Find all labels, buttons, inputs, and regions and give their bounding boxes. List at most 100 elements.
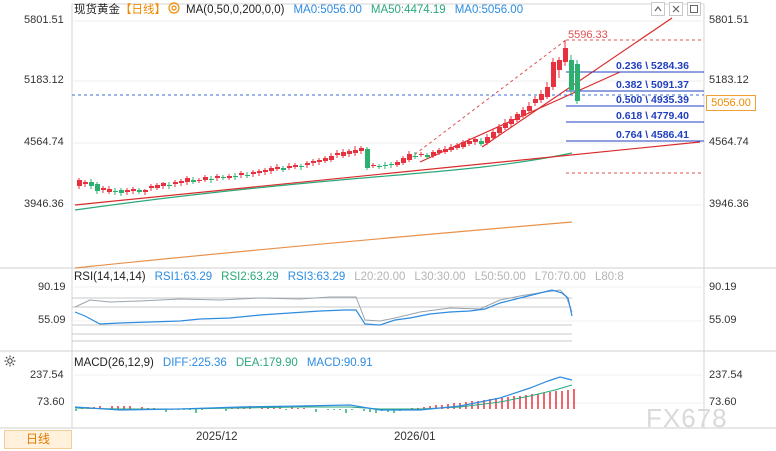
- ma-indicator-label: MA(0,50,0,200,0,0): [186, 4, 285, 16]
- macd-axis-label: 237.54: [30, 369, 64, 381]
- price-axis-label: 4564.74: [709, 136, 749, 148]
- candle-body: [359, 148, 364, 151]
- rsi-level-label: L80:8: [594, 271, 624, 283]
- price-axis-label: 5183.12: [709, 74, 749, 86]
- candle-body: [155, 185, 160, 188]
- candle-body: [461, 142, 466, 147]
- macd-axis-label: 73.60: [37, 396, 65, 408]
- candle-body: [137, 190, 142, 192]
- trend-line-lower: [74, 141, 701, 206]
- price-axis-label: 5801.51: [24, 14, 64, 26]
- ma50-line: [74, 152, 573, 211]
- price-axis-label: 3946.36: [24, 198, 64, 210]
- candle-body: [83, 182, 88, 184]
- ma200-line: [74, 221, 573, 269]
- rsi-level-label: L20:20.00: [354, 271, 406, 283]
- candle-body: [545, 87, 550, 97]
- main-panel-header: 现货黄金 【日线】 MA(0,50,0,200,0,0) MA0:5056.00…: [74, 1, 532, 19]
- candle-body: [509, 119, 514, 124]
- candle-body: [269, 168, 274, 171]
- gear-icon[interactable]: [168, 1, 180, 19]
- price-axis-label: 4564.74: [24, 136, 64, 148]
- candle-body: [191, 180, 196, 182]
- candle-body: [329, 156, 334, 160]
- candle-body: [239, 173, 244, 175]
- candle-body: [407, 154, 412, 160]
- candle-body: [143, 190, 148, 192]
- window-controls: [651, 2, 701, 16]
- candle-body: [485, 137, 490, 143]
- candle-body: [251, 172, 256, 174]
- candle-body: [449, 147, 454, 150]
- macd-hist-value: MACD:90.91: [306, 357, 373, 369]
- price-axis-label: 5801.51: [709, 14, 749, 26]
- candle-body: [551, 62, 556, 87]
- candle-body: [209, 179, 214, 180]
- period-button[interactable]: 日线: [4, 430, 72, 449]
- candle-body: [515, 114, 520, 120]
- candle-body: [185, 178, 190, 182]
- fib-level-label: 0.500 \ 4935.39: [616, 94, 689, 106]
- candle-body: [533, 99, 538, 103]
- candle-body: [575, 64, 580, 101]
- fib-lines: [566, 39, 704, 174]
- macd-axis-label: 73.60: [709, 396, 737, 408]
- candle-body: [473, 139, 478, 142]
- candle-body: [275, 167, 280, 169]
- x-axis-label: 2026/01: [394, 431, 436, 443]
- close-icon[interactable]: [669, 2, 683, 16]
- candle-body: [107, 189, 112, 192]
- rsi2-value: RSI2:63.29: [221, 271, 279, 283]
- candle-body: [455, 145, 460, 148]
- fib-high-label: 5596.33: [568, 29, 608, 41]
- candle-body: [149, 186, 154, 188]
- candle-body: [413, 156, 418, 157]
- candle-body: [383, 165, 388, 166]
- settings-icon[interactable]: [4, 354, 16, 367]
- candle-body: [419, 154, 424, 155]
- candle-body: [497, 127, 502, 133]
- price-axis-label: 5183.12: [24, 74, 64, 86]
- candle-body: [317, 160, 322, 162]
- candle-body: [527, 106, 532, 111]
- current-price-tag: 5056.00: [706, 95, 756, 111]
- candle-body: [467, 141, 472, 144]
- candle-body: [233, 176, 238, 177]
- candle-body: [101, 188, 106, 190]
- price-axis-label: 3946.36: [709, 198, 749, 210]
- rsi-level-label: L50:50.00: [474, 271, 526, 283]
- candle-body: [281, 168, 286, 170]
- candle-body: [311, 161, 316, 163]
- rsi-line: [74, 289, 573, 326]
- macd-diff-line: [74, 376, 573, 411]
- macd-axis-label: 237.54: [709, 369, 743, 381]
- candle-body: [95, 184, 100, 191]
- fib-level-label: 0.236 \ 5284.36: [616, 60, 689, 72]
- candle-body: [257, 171, 262, 173]
- candle-body: [335, 153, 340, 155]
- candle-body: [227, 176, 232, 178]
- candle-body: [131, 189, 136, 191]
- symbol-label: 现货黄金: [74, 4, 120, 16]
- candle-body: [491, 132, 496, 138]
- rsi-axis-label: 90.19: [38, 281, 66, 293]
- candle-body: [299, 166, 304, 167]
- ma0b-value: MA0:5056.00: [454, 4, 524, 16]
- candle-body: [479, 141, 484, 144]
- candle-body: [221, 177, 226, 178]
- candle-body: [395, 162, 400, 165]
- ma0-value: MA0:5056.00: [293, 4, 362, 16]
- candle-body: [323, 158, 328, 161]
- watermark: FX678: [646, 403, 728, 433]
- collapse-icon[interactable]: [651, 2, 665, 16]
- candle-body: [539, 94, 544, 100]
- candle-body: [443, 149, 448, 152]
- rsi1-value: RSI1:63.29: [154, 271, 213, 283]
- candle-body: [125, 190, 130, 192]
- candle-body: [119, 190, 124, 193]
- rsi-gray-line: [74, 289, 573, 322]
- expand-icon[interactable]: [687, 2, 701, 16]
- rsi-panel-header: RSI(14,14,14) RSI1:63.29 RSI2:63.29 RSI3…: [74, 269, 633, 285]
